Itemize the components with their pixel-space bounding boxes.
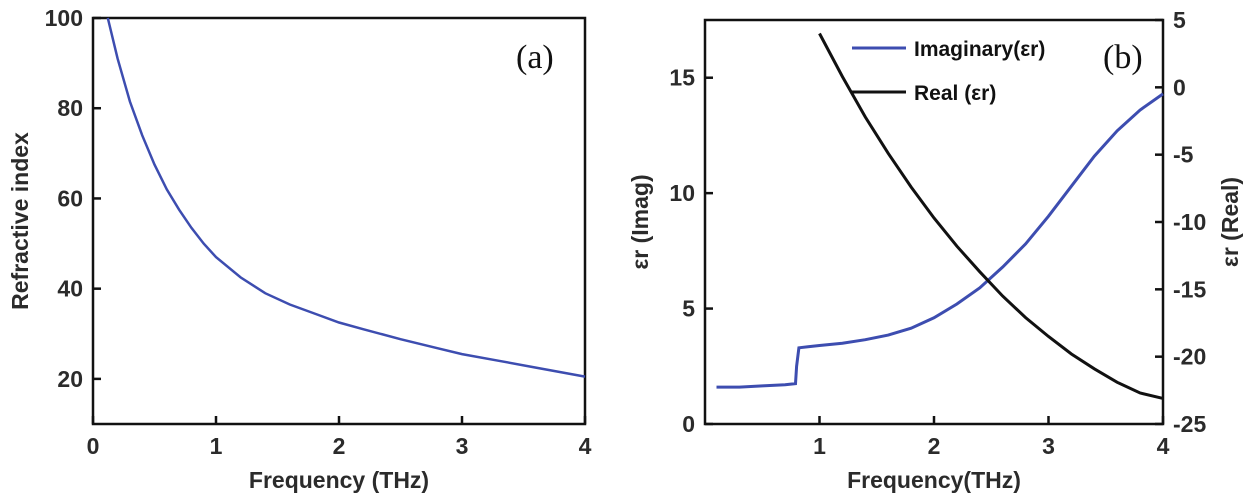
- chart-b-left-y-axis-title: εr (Imag): [627, 174, 653, 269]
- chart-b-legend: Imaginary(εr) Real (εr): [852, 38, 1045, 105]
- chart-b-right-y-tick-label: -25: [1173, 411, 1206, 437]
- chart-b: 1 2 3 4 0 5 10 15 5 0 -5 -10 -15 -20 -25 Imaginary(ε…: [627, 7, 1243, 493]
- chart-a-y-tick-labels: 20 40 60 80 100: [45, 5, 83, 392]
- chart-a-x-tick-labels: 0 1 2 3 4: [87, 433, 592, 459]
- chart-b-x-ticks: [818, 416, 1165, 424]
- chart-a-y-tick-label: 40: [57, 276, 83, 302]
- chart-b-right-y-tick-label: 0: [1173, 74, 1186, 100]
- chart-a-y-tick-label: 80: [57, 95, 83, 121]
- chart-a-x-tick-label: 3: [456, 433, 469, 459]
- chart-b-right-y-tick-label: -5: [1173, 142, 1194, 168]
- chart-b-right-y-tick-label: -15: [1173, 276, 1206, 302]
- chart-a-x-tick-label: 0: [87, 433, 100, 459]
- chart-b-right-y-tick-labels: 5 0 -5 -10 -15 -20 -25: [1173, 7, 1206, 437]
- chart-b-frame: [703, 18, 1165, 426]
- chart-a: 0 1 2 3 4 20 40 60 80 100 (a) Frequency (THz) Re…: [7, 5, 592, 493]
- chart-b-series-real: [818, 32, 1164, 400]
- chart-b-left-y-tick-label: 15: [669, 65, 695, 91]
- chart-a-y-axis-title: Refractive index: [7, 132, 33, 310]
- legend-label-imaginary: Imaginary(εr): [914, 38, 1045, 61]
- chart-b-left-y-tick-label: 0: [682, 411, 695, 437]
- chart-b-x-tick-label: 3: [1042, 433, 1055, 459]
- chart-a-y-ticks: [93, 16, 101, 381]
- legend-label-real: Real (εr): [914, 82, 996, 105]
- chart-a-series-line: [106, 17, 586, 378]
- chart-b-x-tick-label: 1: [813, 433, 826, 459]
- chart-b-left-y-tick-labels: 0 5 10 15: [669, 65, 695, 437]
- chart-a-panel-label: (a): [516, 39, 554, 76]
- chart-b-right-y-tick-label: 5: [1173, 7, 1186, 33]
- chart-b-right-y-axis-title: εr (Real): [1217, 177, 1243, 267]
- chart-a-y-tick-label: 100: [45, 5, 83, 31]
- chart-b-right-y-ticks: [1155, 18, 1163, 426]
- chart-b-left-y-tick-label: 10: [669, 180, 695, 206]
- chart-b-panel-label: (b): [1103, 39, 1143, 76]
- chart-a-y-tick-label: 60: [57, 185, 83, 211]
- chart-b-x-tick-labels: 1 2 3 4: [813, 433, 1170, 459]
- chart-a-x-tick-label: 1: [210, 433, 223, 459]
- chart-b-x-axis-title: Frequency(THz): [847, 467, 1021, 493]
- chart-b-series-imaginary: [716, 92, 1164, 389]
- chart-b-left-y-tick-label: 5: [682, 296, 695, 322]
- chart-a-x-ticks: [91, 416, 587, 424]
- chart-b-right-y-tick-label: -20: [1173, 344, 1206, 370]
- chart-b-x-tick-label: 4: [1157, 433, 1170, 459]
- chart-a-x-tick-label: 2: [333, 433, 346, 459]
- chart-b-x-tick-label: 2: [928, 433, 941, 459]
- chart-b-right-y-tick-label: -10: [1173, 209, 1206, 235]
- chart-a-x-tick-label: 4: [579, 433, 592, 459]
- chart-a-x-axis-title: Frequency (THz): [249, 467, 429, 493]
- chart-b-left-y-ticks: [705, 76, 713, 426]
- chart-a-y-tick-label: 20: [57, 366, 83, 392]
